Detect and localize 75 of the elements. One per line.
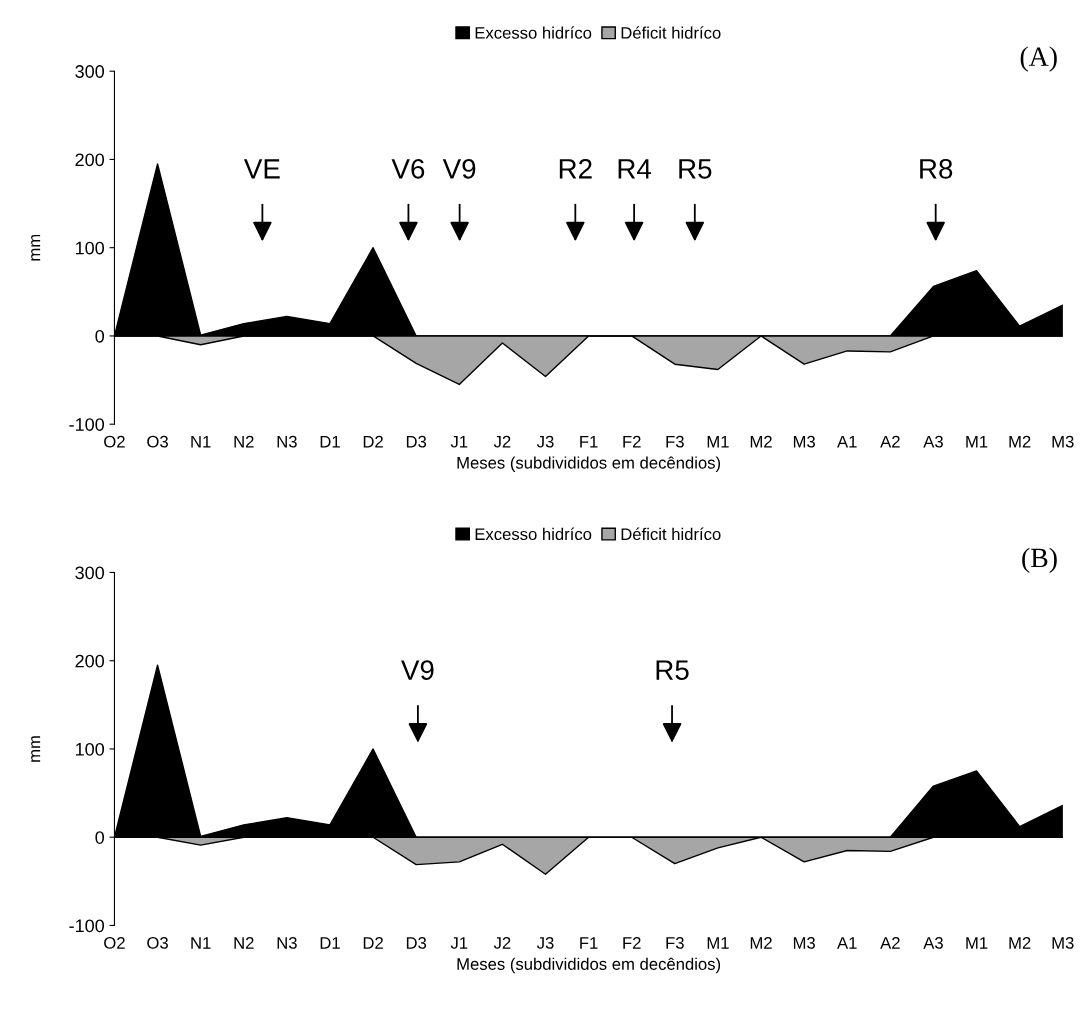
x-tick-label: M2 xyxy=(1009,435,1031,448)
y-tick-label: -100 xyxy=(69,919,105,933)
x-tick-label: M1 xyxy=(707,435,729,448)
x-axis-title: Meses (subdivididos em decêndios) xyxy=(457,456,721,472)
annotation: VE xyxy=(243,159,280,179)
y-tick-label: 0 xyxy=(95,329,105,343)
annotation: (A) xyxy=(1020,46,1057,72)
x-tick-label: A3 xyxy=(923,435,943,448)
x-tick-label: J3 xyxy=(536,435,554,448)
x-tick-label: J3 xyxy=(536,937,554,949)
x-tick-label: F2 xyxy=(623,937,641,949)
x-tick-label: N2 xyxy=(234,937,254,949)
x-tick-label: M2 xyxy=(750,435,772,448)
x-tick-label: A1 xyxy=(837,937,857,949)
x-tick-label: D3 xyxy=(406,435,427,448)
x-tick-label: M1 xyxy=(966,937,988,949)
y-tick-label: 100 xyxy=(75,742,105,756)
y-tick-label: 200 xyxy=(75,654,105,668)
x-tick-label: A2 xyxy=(880,937,900,949)
x-tick-label: D1 xyxy=(320,435,340,448)
x-tick-label: D3 xyxy=(406,937,427,949)
y-tick-label: 100 xyxy=(75,241,105,255)
y-tick-label: 300 xyxy=(75,566,105,580)
x-tick-label: M3 xyxy=(1052,937,1074,949)
x-tick-label: M3 xyxy=(1052,435,1074,448)
x-tick-label: M1 xyxy=(966,435,988,448)
x-tick-label: O2 xyxy=(104,937,125,949)
x-tick-label: J1 xyxy=(450,435,468,448)
annotation: R2 xyxy=(559,158,592,179)
x-tick-label: A1 xyxy=(837,435,857,448)
x-tick-label: N2 xyxy=(234,435,254,448)
y-axis-title: mm xyxy=(31,736,41,762)
x-tick-label: A2 xyxy=(880,435,900,448)
annotation: R5 xyxy=(656,660,689,680)
x-tick-label: O2 xyxy=(104,435,125,448)
annotation: V9 xyxy=(442,158,476,179)
x-tick-label: J2 xyxy=(493,435,511,448)
x-tick-label: N1 xyxy=(191,435,211,448)
x-tick-label: M2 xyxy=(750,937,772,949)
x-tick-label: F3 xyxy=(666,435,684,448)
annotation: R8 xyxy=(920,158,953,179)
x-tick-label: F1 xyxy=(580,937,598,949)
annotation: R5 xyxy=(679,159,712,179)
x-tick-label: M3 xyxy=(793,435,815,448)
annotation: (B) xyxy=(1022,547,1057,573)
x-axis-title: Meses (subdivididos em decêndios) xyxy=(457,957,721,974)
x-tick-label: J2 xyxy=(493,937,511,949)
x-tick-label: N3 xyxy=(277,435,297,448)
legend-label: Déficit hidríco xyxy=(621,527,721,541)
y-tick-label: 300 xyxy=(75,65,105,78)
x-tick-label: F2 xyxy=(623,435,641,448)
x-tick-label: J1 xyxy=(450,937,468,949)
y-tick-label: 0 xyxy=(95,831,105,844)
legend-label: Excesso hidríco xyxy=(475,26,592,39)
x-tick-label: N1 xyxy=(191,937,211,949)
x-tick-label: O3 xyxy=(147,435,168,448)
x-tick-label: F3 xyxy=(666,937,684,949)
legend-label: Excesso hidríco xyxy=(475,527,592,541)
x-tick-label: O3 xyxy=(147,937,168,949)
annotation: V9 xyxy=(401,660,434,680)
x-tick-label: N3 xyxy=(277,937,297,949)
y-tick-label: 200 xyxy=(75,153,105,167)
annotation: R4 xyxy=(618,159,652,179)
x-tick-label: M3 xyxy=(793,937,815,949)
legend-label: Déficit hidríco xyxy=(621,26,721,39)
x-tick-label: D2 xyxy=(363,435,383,448)
annotation: V6 xyxy=(391,158,425,179)
x-tick-label: F1 xyxy=(580,435,598,448)
x-tick-label: A3 xyxy=(923,937,943,949)
x-tick-label: M2 xyxy=(1009,937,1031,949)
x-tick-label: D2 xyxy=(363,937,383,949)
y-tick-label: -100 xyxy=(69,418,105,431)
x-tick-label: M1 xyxy=(707,937,729,949)
y-axis-title: mm xyxy=(31,234,41,261)
x-tick-label: D1 xyxy=(320,937,340,949)
